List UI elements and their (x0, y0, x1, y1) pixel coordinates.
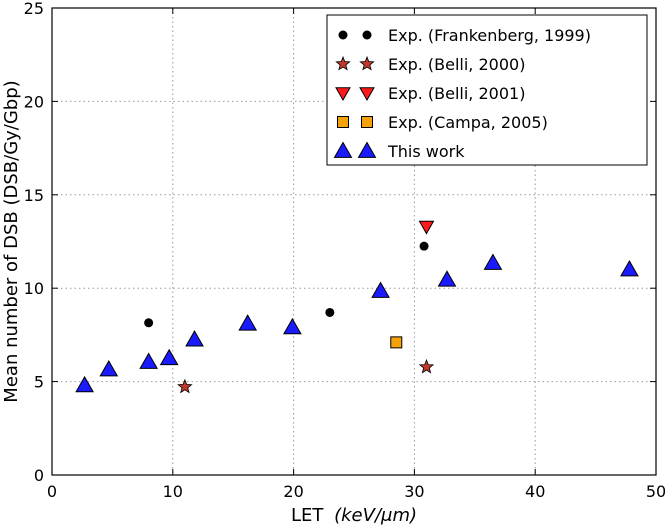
legend-box (326, 14, 648, 166)
legend: Exp. (Frankenberg, 1999) Exp. (Belli, 200… (326, 14, 648, 166)
data-point (139, 352, 159, 369)
y-axis-label: Mean number of DSB (DSB/Gy/Gbp) (1, 80, 22, 402)
data-point (418, 358, 435, 374)
x-axis-label: LET (keV/μm) (291, 505, 417, 526)
data-point (238, 314, 258, 331)
data-points (75, 220, 639, 394)
legend-label: Exp. (Belli, 2001) (388, 84, 525, 103)
y-tick-label: 5 (34, 373, 44, 392)
data-point (177, 378, 193, 394)
legend-entry: Exp. (Frankenberg, 1999) (338, 26, 591, 45)
x-tick-label: 0 (47, 482, 57, 501)
series-3 (390, 336, 403, 349)
legend-marker (362, 30, 372, 40)
series-1 (177, 358, 435, 394)
data-point (620, 260, 639, 277)
y-tick-label: 25 (24, 0, 44, 18)
data-point (283, 317, 302, 335)
data-point (390, 336, 403, 349)
series-4 (75, 253, 639, 393)
x-tick-label: 30 (404, 482, 424, 501)
data-point (419, 241, 429, 251)
data-point (437, 270, 457, 287)
x-tick-label: 20 (283, 482, 303, 501)
legend-label: Exp. (Frankenberg, 1999) (388, 26, 591, 45)
data-point (185, 330, 204, 347)
data-point (159, 348, 179, 366)
y-tick-label: 20 (24, 92, 44, 111)
legend-entry: Exp. (Belli, 2001) (335, 84, 525, 103)
legend-marker (335, 55, 351, 71)
legend-label: Exp. (Belli, 2000) (388, 55, 525, 74)
legend-marker (359, 87, 375, 102)
data-point (75, 375, 94, 393)
x-tick-label: 50 (646, 482, 666, 501)
legend-marker (359, 55, 375, 71)
legend-label: Exp. (Campa, 2005) (388, 113, 548, 132)
series-2 (418, 220, 435, 235)
legend-entry: This work (333, 141, 465, 161)
data-point (371, 281, 390, 298)
legend-label: This work (387, 142, 465, 161)
y-tick-labels: 0 5 10 15 20 25 (24, 0, 44, 485)
data-point (144, 318, 154, 328)
x-tick-labels: 0 10 20 30 40 50 (47, 482, 666, 501)
legend-marker (361, 116, 373, 128)
series-0 (144, 241, 429, 328)
y-tick-label: 15 (24, 186, 44, 205)
x-tick-label: 10 (163, 482, 183, 501)
legend-marker (357, 141, 377, 158)
data-point (418, 220, 435, 235)
legend-marker (333, 141, 353, 158)
data-point (325, 307, 335, 317)
data-point (99, 359, 119, 377)
legend-marker (338, 30, 348, 40)
plot-frame (51, 7, 657, 476)
y-tick-label: 10 (24, 279, 44, 298)
y-tick-label: 0 (34, 466, 44, 485)
legend-entry: Exp. (Belli, 2000) (335, 55, 525, 74)
x-tick-label: 40 (525, 482, 545, 501)
x-axis-label-units: (keV/μm) (334, 505, 417, 526)
legend-marker (335, 87, 351, 102)
legend-marker (337, 116, 349, 128)
data-point (483, 253, 503, 270)
legend-entry: Exp. (Campa, 2005) (337, 113, 548, 132)
x-axis-label-main: LET (291, 505, 324, 526)
